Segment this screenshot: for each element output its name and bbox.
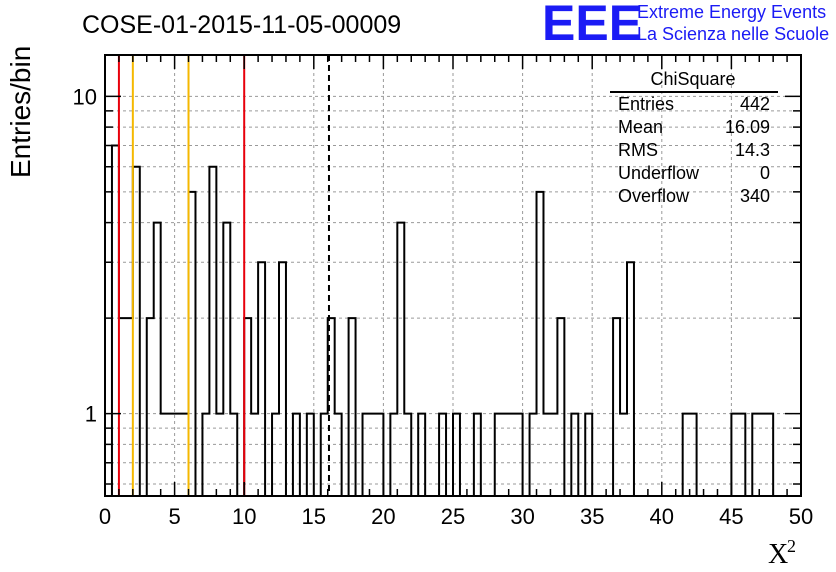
y-tick-label: 10 xyxy=(73,84,97,109)
eee-logo-text: EEE xyxy=(542,0,642,51)
histogram-bin xyxy=(209,167,216,496)
histogram-bin xyxy=(126,318,133,496)
histogram-bin xyxy=(550,414,557,496)
x-tick-label: 40 xyxy=(650,504,674,529)
histogram-bin xyxy=(557,318,564,496)
histogram-bin xyxy=(223,223,230,496)
histogram-bin xyxy=(307,414,314,496)
histogram-bin xyxy=(516,414,523,496)
x-tick-label: 45 xyxy=(719,504,743,529)
histogram-bin xyxy=(230,414,237,496)
histogram-bin xyxy=(404,414,411,496)
histogram-bin xyxy=(752,414,759,496)
stats-value: 16.09 xyxy=(725,117,770,137)
x-axis-label-base: X xyxy=(768,539,788,570)
histogram-bin xyxy=(161,414,168,496)
histogram-bin xyxy=(731,414,738,496)
x-tick-label: 10 xyxy=(232,504,256,529)
histogram-bin xyxy=(321,414,328,496)
histogram-bin xyxy=(738,414,745,496)
histogram-bin xyxy=(439,414,446,496)
histogram-bin xyxy=(244,318,251,496)
histogram-bin xyxy=(397,223,404,496)
histogram-bin xyxy=(272,414,279,496)
y-axis-label: Entries/bin xyxy=(5,46,36,178)
histogram-bin xyxy=(453,414,460,496)
tick-labels: 0 5 10 15 20 25 30 35 40 45 50 1 10 xyxy=(73,84,814,529)
histogram-bin xyxy=(474,414,481,496)
histogram-bin xyxy=(418,414,425,496)
histogram-bin xyxy=(168,414,175,496)
histogram-bin xyxy=(189,192,196,496)
histogram-bin xyxy=(175,414,182,496)
histogram-bin xyxy=(119,318,126,496)
x-axis-label: X 2 xyxy=(768,536,796,570)
histogram-bin xyxy=(376,414,383,496)
brand-line-2: La Scienza nelle Scuole xyxy=(637,24,829,44)
stats-value: 340 xyxy=(740,186,770,206)
histogram-bin xyxy=(537,192,544,496)
eee-logo: EEE Extreme Energy Events La Scienza nel… xyxy=(542,0,829,51)
histogram-bin xyxy=(759,414,766,496)
histogram-bin xyxy=(627,262,634,496)
histogram-bin xyxy=(182,414,189,496)
histogram-bin xyxy=(335,414,342,496)
x-axis-label-superscript: 2 xyxy=(787,536,796,556)
histogram-bin xyxy=(543,414,550,496)
y-tick-label: 1 xyxy=(85,402,97,427)
x-tick-label: 5 xyxy=(168,504,180,529)
stats-box: ChiSquare Entries 442 Mean 16.09 RMS 14.3 Unde… xyxy=(610,69,778,206)
brand-line-1: Extreme Energy Events xyxy=(637,2,826,22)
x-tick-label: 50 xyxy=(789,504,813,529)
histogram-bin xyxy=(147,318,154,496)
stats-value: 442 xyxy=(740,94,770,114)
histogram-bin xyxy=(683,414,690,496)
histogram-bin xyxy=(690,414,697,496)
histogram-bin xyxy=(202,414,209,496)
histogram-bin xyxy=(509,414,516,496)
histogram-bin xyxy=(766,414,773,496)
axis-ticks xyxy=(104,55,802,496)
stats-title: ChiSquare xyxy=(650,69,735,89)
histogram-bin xyxy=(216,414,223,496)
histogram-bin xyxy=(613,318,620,496)
stats-rows: Entries 442 Mean 16.09 RMS 14.3 Underflow 0 Over… xyxy=(618,94,770,206)
x-tick-label: 30 xyxy=(510,504,534,529)
histogram-bin xyxy=(390,414,397,496)
histogram-bin xyxy=(502,414,509,496)
histogram-bin xyxy=(293,414,300,496)
histogram-bin xyxy=(258,262,265,496)
histogram-bin xyxy=(154,223,161,496)
x-tick-label: 20 xyxy=(371,504,395,529)
stats-value: 0 xyxy=(760,163,770,183)
histogram-bin xyxy=(369,414,376,496)
stats-value: 14.3 xyxy=(735,140,770,160)
x-tick-label: 15 xyxy=(302,504,326,529)
x-tick-label: 0 xyxy=(99,504,111,529)
stats-label: Underflow xyxy=(618,163,700,183)
histogram-bin xyxy=(530,414,537,496)
x-tick-label: 35 xyxy=(580,504,604,529)
stats-label: RMS xyxy=(618,140,658,160)
histogram-bin xyxy=(571,414,578,496)
x-tick-label: 25 xyxy=(441,504,465,529)
histogram-bin xyxy=(585,414,592,496)
stats-label: Entries xyxy=(618,94,674,114)
histogram-bin xyxy=(620,414,627,496)
stats-label: Overflow xyxy=(618,186,690,206)
histogram-bin xyxy=(133,167,140,496)
reference-lines xyxy=(117,55,330,496)
histogram-bin xyxy=(495,414,502,496)
histogram-bin xyxy=(279,262,286,496)
chart-title: COSE-01-2015-11-05-00009 xyxy=(82,11,401,39)
stats-label: Mean xyxy=(618,117,663,137)
histogram-bin xyxy=(251,414,258,496)
histogram-bin xyxy=(363,414,370,496)
histogram-bin xyxy=(349,318,356,496)
histogram-bin xyxy=(112,145,119,496)
